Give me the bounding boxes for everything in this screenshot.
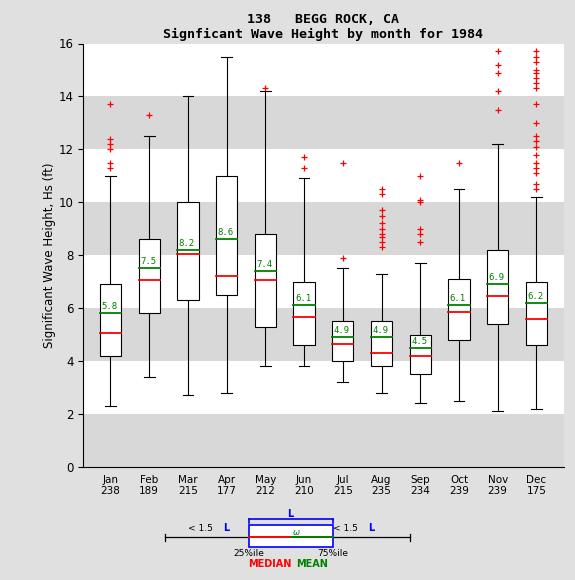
Bar: [177, 202, 198, 300]
Bar: [83, 255, 564, 308]
Bar: [216, 176, 237, 295]
Text: 8.6: 8.6: [217, 228, 233, 237]
Text: 25%ile: 25%ile: [233, 549, 264, 558]
Text: 4.9: 4.9: [334, 326, 350, 335]
Text: < 1.5: < 1.5: [333, 524, 358, 533]
Text: 6.9: 6.9: [489, 273, 505, 282]
Text: 6.2: 6.2: [527, 292, 543, 300]
Bar: [487, 250, 508, 324]
Text: MEDIAN: MEDIAN: [248, 560, 292, 570]
Text: 6.1: 6.1: [450, 295, 466, 303]
Text: L: L: [288, 509, 294, 519]
Text: L: L: [223, 523, 229, 533]
Bar: [255, 234, 276, 327]
Bar: [448, 279, 470, 340]
Text: < 1.5: < 1.5: [188, 524, 213, 533]
Bar: [83, 96, 564, 150]
Text: MEAN: MEAN: [296, 560, 328, 570]
Bar: [409, 335, 431, 374]
Bar: [139, 240, 160, 313]
Text: $\omega$: $\omega$: [292, 528, 301, 537]
Bar: [83, 202, 564, 255]
Text: 7.4: 7.4: [256, 260, 273, 269]
Bar: [332, 321, 354, 361]
Text: L: L: [368, 523, 374, 533]
Text: 5.8: 5.8: [101, 302, 117, 311]
Bar: [83, 149, 564, 202]
Title: 138   BEGG ROCK, CA
Signficant Wave Height by month for 1984: 138 BEGG ROCK, CA Signficant Wave Height…: [163, 13, 484, 41]
Bar: [371, 321, 392, 367]
Bar: [83, 361, 564, 414]
Bar: [100, 284, 121, 356]
Bar: [83, 44, 564, 96]
Text: 6.1: 6.1: [295, 295, 311, 303]
Text: 7.5: 7.5: [140, 258, 156, 266]
Text: 75%ile: 75%ile: [317, 549, 348, 558]
Text: 4.9: 4.9: [373, 326, 389, 335]
Y-axis label: Significant Wave Height, Hs (ft): Significant Wave Height, Hs (ft): [43, 162, 56, 348]
Bar: [249, 525, 332, 548]
Bar: [83, 308, 564, 361]
Bar: [293, 282, 315, 345]
Text: 8.2: 8.2: [179, 239, 195, 248]
Text: 4.5: 4.5: [411, 337, 427, 346]
Bar: [526, 282, 547, 345]
Bar: [83, 414, 564, 467]
